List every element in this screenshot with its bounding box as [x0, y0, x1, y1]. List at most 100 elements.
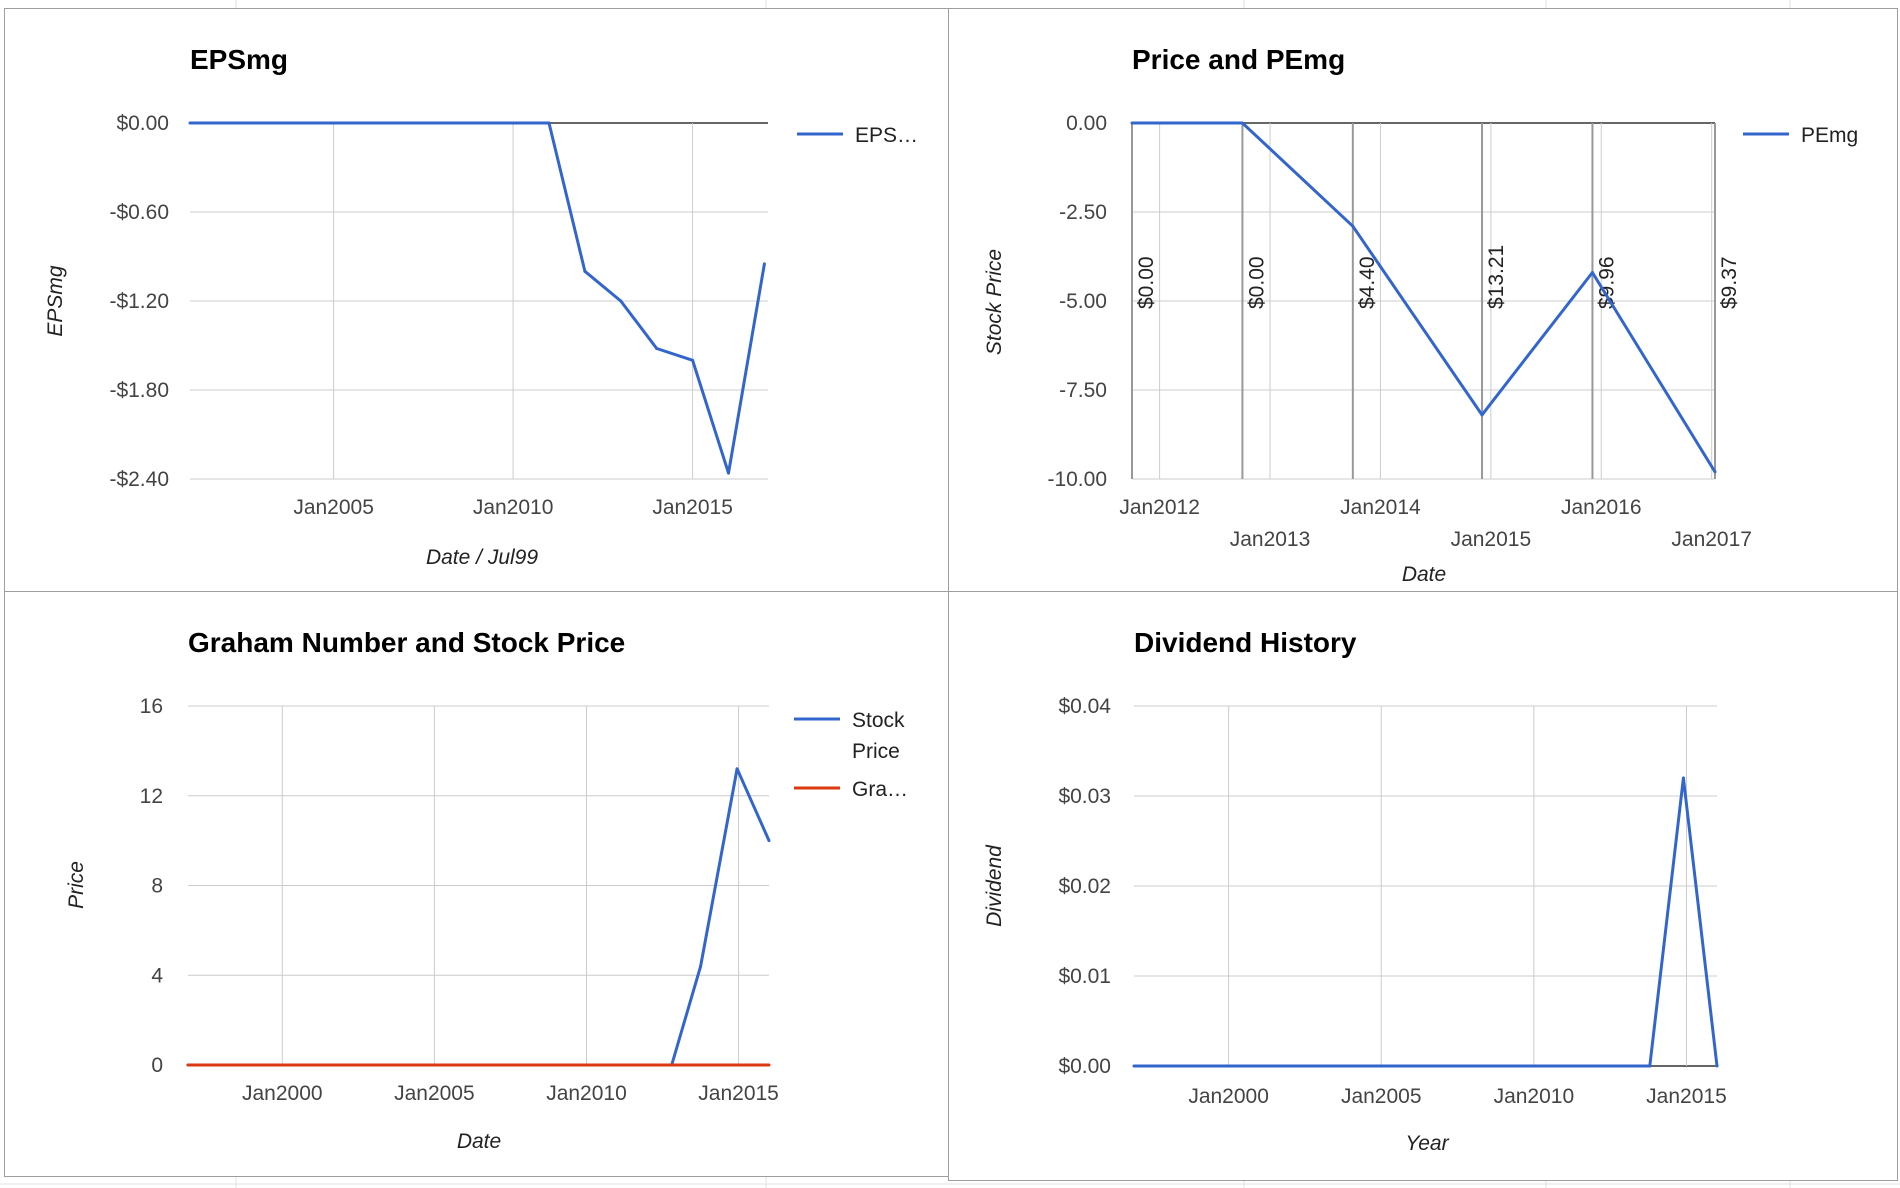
- eps-chart-panel[interactable]: EPSmg $0.00 -$0.60 -$1.20 -$1.80 -$2.40 Jan20…: [4, 8, 950, 593]
- data-point: [1590, 271, 1594, 275]
- x-tick-label: Jan2015: [698, 1082, 779, 1105]
- series-line: [190, 121, 766, 475]
- x-tick-label: Jan2005: [293, 496, 374, 519]
- annotation-label: $4.40: [1356, 256, 1379, 309]
- graham-legend: Stock Price Gra…: [794, 709, 908, 801]
- x-tick-label: Jan2013: [1230, 528, 1311, 551]
- data-point: [186, 1063, 190, 1067]
- data-point: [762, 262, 766, 266]
- series-line: [188, 767, 771, 1067]
- data-point: [655, 346, 659, 350]
- y-tick-label: -$1.20: [109, 290, 169, 313]
- legend-label-stock-price-line2: Price: [852, 740, 900, 763]
- price-pe-chart-title: Price and PEmg: [1132, 44, 1345, 75]
- data-point: [188, 121, 192, 125]
- x-tick-label: Jan2010: [1494, 1085, 1575, 1108]
- y-tick-label: -5.00: [1059, 290, 1107, 313]
- annotation-label: $13.21: [1485, 245, 1508, 309]
- x-tick-label: Jan2005: [394, 1082, 475, 1105]
- legend-label-stock-price-line1: Stock: [852, 709, 905, 732]
- y-tick-label: -$1.80: [109, 379, 169, 402]
- data-point: [767, 1063, 771, 1067]
- data-point: [547, 121, 551, 125]
- data-point: [1713, 470, 1717, 474]
- x-tick-label: Jan2000: [1188, 1085, 1269, 1108]
- x-tick-label: Jan2017: [1671, 528, 1752, 551]
- y-tick-label: -$0.60: [109, 201, 169, 224]
- legend-label-eps: EPS…: [855, 124, 918, 147]
- eps-series: [188, 121, 766, 475]
- eps-x-axis-title: Date / Jul99: [426, 546, 538, 569]
- eps-grid: [190, 122, 768, 480]
- data-point: [1130, 121, 1134, 125]
- dividend-chart: Dividend History $0.04$0.03$0.02$0.01$0.…: [983, 627, 1727, 1155]
- data-point: [1715, 1064, 1719, 1068]
- data-point: [1351, 224, 1355, 228]
- dividend-axis-ticks: $0.04 $0.03 $0.02 $0.01 $0.00 Jan2000 Jan2005 J…: [1058, 695, 1726, 1108]
- graham-x-axis-title: Date: [457, 1130, 501, 1153]
- graham-chart-panel[interactable]: Graham Number and Stock Price 16 12 8 4 0 Jan…: [4, 591, 950, 1177]
- data-point: [1648, 1064, 1652, 1068]
- y-tick-label: -2.50: [1059, 201, 1107, 224]
- eps-legend: EPS…: [797, 124, 918, 147]
- x-tick-label: Jan2010: [546, 1082, 627, 1105]
- dividend-chart-title: Dividend History: [1134, 627, 1357, 658]
- y-tick-label: $0.04: [1058, 695, 1111, 718]
- y-tick-label: $0.00: [1058, 1055, 1111, 1078]
- dividend-chart-panel[interactable]: Dividend History $0.04 $0.03 $0.02 $0.01 $0.…: [948, 591, 1898, 1181]
- legend-label-graham-number: Gra…: [852, 778, 908, 801]
- y-tick-label: -$2.40: [109, 468, 169, 491]
- price-pe-series: [1130, 121, 1717, 474]
- x-tick-label: Jan2015: [1451, 528, 1532, 551]
- data-point: [735, 767, 739, 771]
- price-pe-y-axis-title: Stock Price: [983, 249, 1006, 355]
- y-tick-label: -7.50: [1059, 379, 1107, 402]
- graham-grid: [188, 705, 769, 1066]
- x-tick-label: Jan2005: [1341, 1085, 1422, 1108]
- y-tick-label: 0: [151, 1054, 163, 1077]
- data-point: [767, 839, 771, 843]
- price-pe-x-axis-title: Date: [1402, 563, 1446, 586]
- data-point: [1480, 413, 1484, 417]
- x-tick-label: Jan2015: [652, 496, 733, 519]
- graham-y-axis-title: Price: [65, 861, 88, 909]
- x-tick-label: Jan2000: [242, 1082, 323, 1105]
- eps-axis-ticks: $0.00 -$0.60 -$1.20 -$1.80 -$2.40 Jan2005 Jan2…: [109, 112, 732, 519]
- dividend-x-axis-title: Year: [1405, 1132, 1449, 1155]
- data-point: [1132, 1064, 1136, 1068]
- annotation-label: $9.37: [1718, 256, 1741, 309]
- dividend-series: [1132, 776, 1719, 1068]
- graham-series: [186, 767, 771, 1067]
- data-point: [1240, 121, 1244, 125]
- price-pe-axis-ticks: 0.00 -2.50 -5.00 -7.50 -10.00 Jan2012 Jan2013 J…: [1047, 112, 1752, 551]
- eps-y-axis-title: EPSmg: [44, 265, 67, 337]
- x-tick-label: Jan2012: [1119, 496, 1200, 519]
- x-tick-label: Jan2015: [1646, 1085, 1727, 1108]
- data-point: [691, 358, 695, 362]
- dividend-grid: [1134, 705, 1717, 1067]
- y-tick-label: 16: [140, 695, 163, 718]
- data-point: [727, 471, 731, 475]
- y-tick-label: $0.00: [116, 112, 169, 135]
- y-tick-label: $0.03: [1058, 785, 1111, 808]
- y-tick-label: 8: [151, 875, 163, 898]
- price-pe-chart: Price and PEmg $0.00 $0.00 $4.40 $13.21 $9.9…: [983, 44, 1858, 586]
- y-tick-label: 4: [151, 964, 163, 987]
- legend-label-pemg: PEmg: [1801, 124, 1858, 147]
- x-tick-label: Jan2016: [1561, 496, 1642, 519]
- annotation-label: $9.96: [1595, 256, 1618, 309]
- series-line: [1134, 776, 1719, 1068]
- data-point: [619, 299, 623, 303]
- price-pe-grid: [1132, 122, 1715, 480]
- price-pe-annotations: $0.00 $0.00 $4.40 $13.21 $9.96 $9.37: [1131, 123, 1741, 479]
- annotation-label: $0.00: [1135, 256, 1158, 309]
- data-point: [583, 269, 587, 273]
- x-tick-label: Jan2014: [1340, 496, 1421, 519]
- price-pe-chart-panel[interactable]: Price and PEmg $0.00 $0.00 $4.40 $13.21 $9.9…: [948, 8, 1898, 593]
- y-tick-label: $0.02: [1058, 875, 1111, 898]
- annotation-label: $0.00: [1245, 256, 1268, 309]
- series-line: [1132, 121, 1717, 473]
- graham-chart: Graham Number and Stock Price 16 12 8 4 0 Jan…: [65, 627, 908, 1153]
- y-tick-label: 0.00: [1066, 112, 1107, 135]
- graham-chart-title: Graham Number and Stock Price: [188, 627, 625, 658]
